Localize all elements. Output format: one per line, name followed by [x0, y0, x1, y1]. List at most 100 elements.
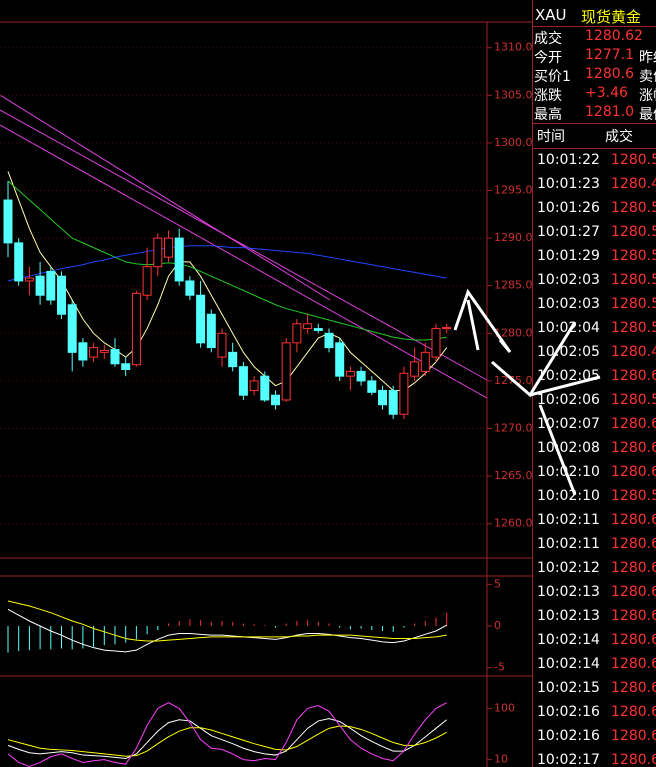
trade-time: 10:02:12 — [537, 560, 600, 576]
rule — [533, 148, 656, 149]
trade-time: 10:02:10 — [537, 464, 600, 480]
indicator-line — [7, 725, 447, 757]
trade-time: 10:02:06 — [537, 392, 600, 408]
y-tick-label: 1270.0 — [494, 422, 532, 435]
candle-body — [313, 328, 323, 331]
indicator-line — [7, 171, 448, 391]
trade-price: 1280.6 — [611, 368, 656, 384]
candle-body — [110, 349, 120, 365]
candle-body — [67, 304, 77, 353]
trade-time: 10:02:14 — [537, 656, 600, 672]
trade-time: 10:02:03 — [537, 272, 600, 288]
candle-body — [57, 275, 66, 315]
trend-line — [0, 94, 331, 301]
quote-label: 涨幅 — [639, 88, 656, 104]
trade-price: 1280.5 — [611, 152, 656, 168]
indicator-line — [7, 600, 447, 642]
indicator-line — [7, 245, 447, 282]
trade-time: 10:02:11 — [537, 512, 600, 528]
candle-body — [217, 332, 227, 358]
trade-time: 10:01:22 — [537, 152, 600, 168]
candle-body — [174, 237, 184, 282]
quote-label: 买价1 — [534, 69, 571, 85]
trade-time: 10:02:04 — [537, 320, 600, 336]
indicator-line — [7, 718, 448, 759]
trade-time: 10:02:10 — [537, 488, 600, 504]
trade-price: 1280.6 — [611, 560, 656, 576]
column-header: 时间 — [537, 129, 565, 145]
trade-price: 1280.6 — [611, 752, 656, 767]
column-header: 成交 — [605, 129, 633, 145]
y-tick-label: 1290.0 — [494, 231, 532, 244]
y-tick-label: 1295.0 — [494, 184, 532, 197]
quote-label: 最低 — [639, 107, 656, 123]
trade-price: 1280.6 — [611, 728, 656, 744]
trade-time: 10:01:26 — [537, 200, 600, 216]
candle-body — [281, 342, 291, 401]
trade-price: 1280.5 — [611, 248, 656, 264]
name: 现货黄金 — [581, 8, 642, 26]
indicator-line — [7, 180, 447, 341]
y-tick-label: 100 — [494, 701, 515, 714]
candle-body — [131, 292, 141, 366]
candle-body — [442, 326, 452, 330]
indicator-line — [7, 702, 447, 767]
candle-body — [388, 389, 398, 415]
trade-time: 10:02:15 — [537, 680, 600, 696]
candle-body — [78, 342, 88, 361]
trade-time: 10:02:08 — [537, 440, 600, 456]
y-tick-label: 1310.0 — [494, 41, 532, 54]
trade-time: 10:02:16 — [537, 704, 600, 720]
trade-price: 1280.5 — [611, 320, 656, 336]
candle-body — [420, 351, 430, 372]
trade-price: 1280.6 — [611, 680, 656, 696]
candle-body — [303, 323, 313, 330]
candle-body — [89, 347, 99, 358]
y-tick-label: 1305.0 — [494, 88, 532, 101]
quote-label: 今开 — [534, 50, 562, 66]
y-tick-label: 1280.0 — [494, 326, 532, 339]
trade-price: 1280.5 — [611, 200, 656, 216]
trend-line — [0, 109, 488, 381]
trade-time: 10:02:03 — [537, 296, 600, 312]
candle-body — [121, 363, 131, 370]
quote-value: +3.46 — [585, 85, 628, 101]
candle-body — [206, 313, 216, 349]
trade-time: 10:01:29 — [537, 248, 600, 264]
candle-body — [431, 328, 441, 358]
quote-value: 1280.62 — [585, 28, 643, 44]
y-tick-label: 1260.0 — [494, 517, 532, 530]
candle-body — [367, 380, 377, 393]
candle-body — [399, 372, 409, 415]
trade-price: 1280.6 — [611, 656, 656, 672]
candle-body — [164, 237, 173, 258]
quote-value: 1280.6 — [585, 66, 634, 82]
candle-body — [3, 199, 13, 244]
candle-body — [14, 242, 24, 282]
trade-price: 1280.6 — [611, 584, 656, 600]
candle-body — [238, 366, 248, 396]
quote-label: 昨结 — [639, 50, 656, 66]
trade-time: 10:02:17 — [537, 752, 600, 767]
quote-label: 成交 — [534, 31, 562, 47]
trade-time: 10:02:07 — [537, 416, 600, 432]
indicator-line — [7, 608, 447, 653]
candle-body — [410, 361, 420, 377]
trade-time: 10:02:05 — [537, 344, 600, 360]
y-tick-label: 0 — [494, 619, 501, 632]
y-tick-label: 1285.0 — [494, 279, 532, 292]
trade-price: 1280.6 — [611, 416, 656, 432]
candle-body — [335, 342, 345, 377]
candle-body — [324, 332, 334, 349]
candle-body — [196, 294, 206, 344]
trade-price: 1280.4 — [611, 344, 656, 360]
candle-body — [185, 280, 195, 296]
trade-price: 1280.6 — [611, 512, 656, 528]
quote-value: 1281.0 — [585, 104, 634, 120]
trade-time: 10:02:05 — [537, 368, 600, 384]
trade-time: 10:02:13 — [537, 584, 600, 600]
trade-price: 1280.5 — [611, 272, 656, 288]
trade-price: 1280.4 — [611, 176, 656, 192]
